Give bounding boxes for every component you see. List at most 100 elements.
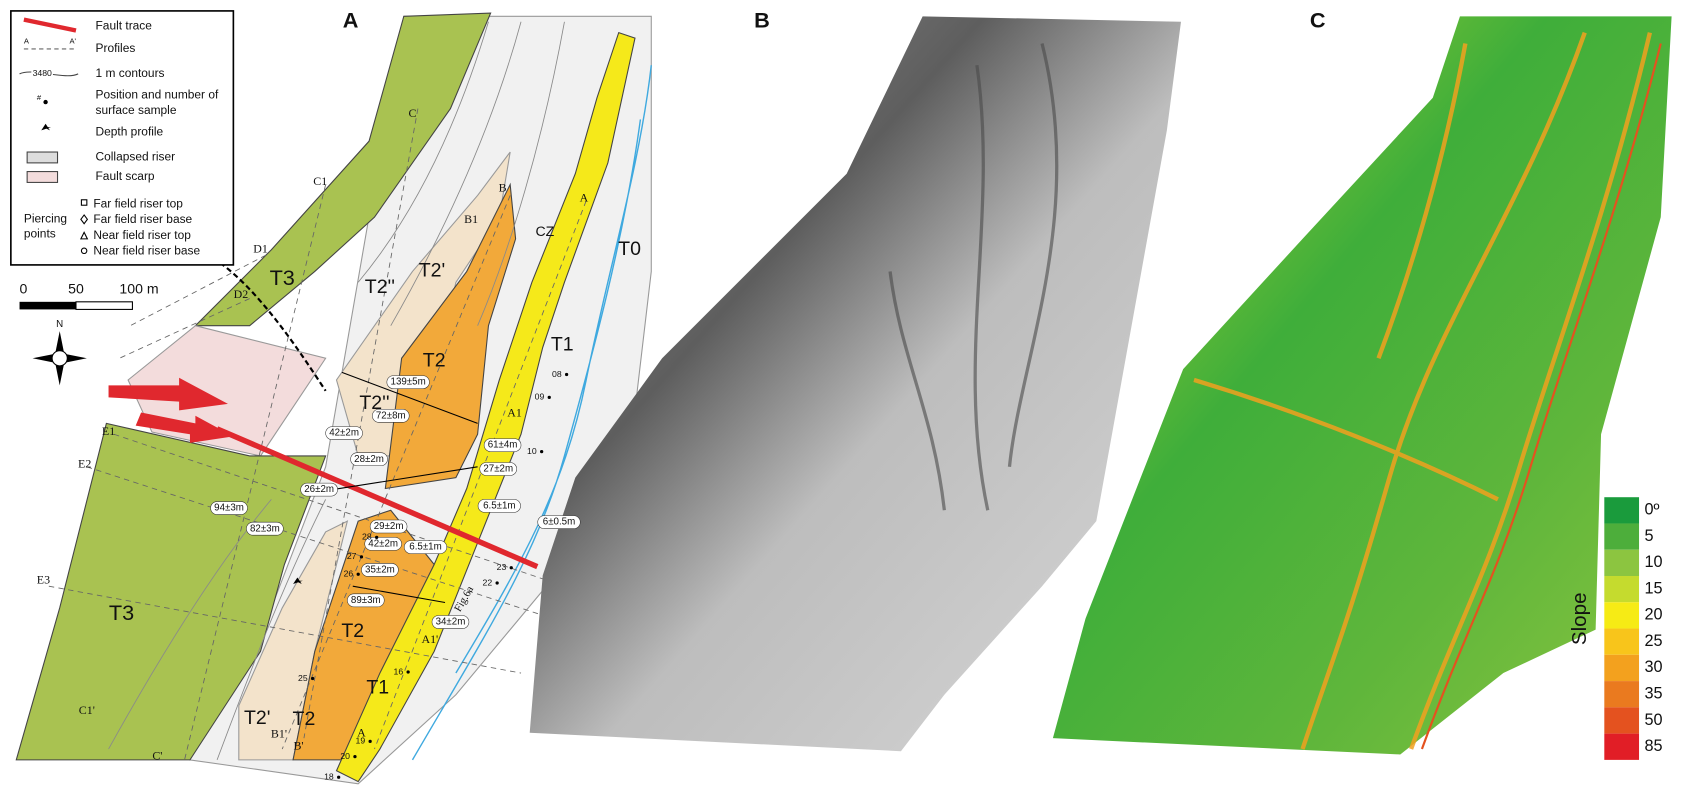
sample-number: 27	[347, 551, 357, 561]
sample-point	[540, 450, 543, 453]
terrace-label: T3	[109, 600, 134, 625]
terrace-label: T2	[423, 350, 446, 372]
sample-point	[548, 396, 551, 399]
sample-point	[510, 566, 513, 569]
measurement: 6.5±1m	[409, 542, 441, 553]
scale-white	[76, 302, 132, 310]
sample-number: 16	[394, 666, 404, 676]
colorbar-swatch	[1604, 497, 1639, 523]
scale-label: 100 m	[119, 281, 158, 297]
sample-number: 26	[344, 569, 354, 579]
measurement: 82±3m	[250, 523, 280, 534]
profile-label: E1	[102, 424, 115, 438]
profile-label: B1	[464, 212, 478, 226]
legend-scarp	[27, 172, 57, 183]
colorbar-label: 0º	[1644, 501, 1659, 519]
measurement: 34±2m	[436, 617, 466, 628]
colorbar-label: 5	[1644, 527, 1653, 545]
sample-point	[357, 573, 360, 576]
terrace-label: T2'	[244, 707, 271, 729]
profile-label: C	[408, 106, 416, 120]
terrace-label: T2	[341, 620, 364, 642]
colorbar-label: 15	[1644, 579, 1662, 597]
terrace-label: T3	[270, 265, 295, 290]
legend-label: Collapsed riser	[96, 150, 176, 164]
terrace-label: T2'	[419, 260, 446, 282]
colorbar-label: 10	[1644, 553, 1662, 571]
colorbar-label: 35	[1644, 685, 1662, 703]
scale-label: 50	[68, 281, 84, 297]
sample-point	[565, 373, 568, 376]
sample-number: 10	[527, 446, 537, 456]
colorbar-swatch	[1604, 655, 1639, 681]
profile-label: E3	[37, 573, 50, 587]
sample-point	[337, 776, 340, 779]
sample-number: 09	[535, 392, 545, 402]
measurement: 72±8m	[376, 410, 406, 421]
colorbar-title: Slope	[1568, 592, 1591, 645]
profile-label: C1'	[79, 703, 95, 717]
scale-black	[20, 302, 76, 310]
sample-number: 23	[497, 562, 507, 572]
legend-label: Profiles	[96, 41, 136, 55]
panel-label: C	[1310, 8, 1326, 33]
legend-label: Depth profile	[96, 125, 164, 139]
sample-point	[407, 670, 410, 673]
profile-label: A1	[507, 405, 522, 419]
sample-number: 28	[362, 532, 372, 542]
colorbar-swatch	[1604, 681, 1639, 707]
colorbar-label: 25	[1644, 632, 1662, 650]
sample-number: 25	[298, 673, 308, 683]
terrace-label: T2''	[365, 276, 395, 298]
measurement: 29±2m	[374, 521, 404, 532]
measurement: 35±2m	[365, 565, 395, 576]
colorbar-label: 20	[1644, 606, 1662, 624]
legend-sample	[43, 100, 47, 104]
measurement: 42±2m	[368, 538, 398, 549]
profile-label: B'	[293, 739, 303, 753]
sample-point	[360, 555, 363, 558]
terrace-label: T1	[551, 333, 574, 355]
sample-point	[375, 536, 378, 539]
page: 0º51015202530355085Slope ABCFault traceP…	[0, 0, 1702, 786]
profile-label: D1	[253, 241, 268, 255]
colorbar-swatch	[1604, 576, 1639, 602]
terrace-label: T1	[366, 676, 389, 698]
colorbar-swatch	[1604, 602, 1639, 628]
legend-label: Far field riser base	[93, 212, 192, 226]
legend-label: 1 m contours	[96, 66, 165, 80]
legend-label: Near field riser top	[93, 228, 191, 242]
sample-point	[496, 581, 499, 584]
north-label: N	[56, 319, 63, 330]
sample-number: 20	[340, 751, 350, 761]
terrace-label: T0	[618, 238, 641, 260]
legend-symbol: 3480	[33, 68, 52, 78]
measurement: 28±2m	[354, 454, 384, 465]
profile-label: E2	[78, 456, 91, 470]
profile-label: A	[580, 190, 589, 204]
legend-label: Fault trace	[96, 18, 153, 32]
measurement: 27±2m	[483, 464, 513, 475]
profile-label: B1'	[271, 727, 287, 741]
legend-label: Near field riser base	[93, 244, 200, 258]
sample-number: 18	[324, 772, 334, 782]
colorbar-label: 50	[1644, 711, 1662, 729]
measurement: 89±3m	[351, 595, 381, 606]
sample-number: 22	[483, 577, 493, 587]
measurement: 42±2m	[329, 428, 359, 439]
colorbar-swatch	[1604, 629, 1639, 655]
legend-collapsed	[27, 152, 57, 163]
colorbar-swatch	[1604, 550, 1639, 576]
colorbar-label: 85	[1644, 737, 1662, 755]
legend-symbol: A'	[69, 36, 76, 45]
legend-label: Fault scarp	[96, 169, 155, 183]
sample-number: 08	[552, 369, 562, 379]
measurement: 26±2m	[304, 484, 334, 495]
sample-point	[353, 755, 356, 758]
measurement: 94±3m	[214, 503, 244, 514]
terrace-label: T2	[293, 708, 316, 730]
sample-point	[311, 677, 314, 680]
profile-label: C'	[152, 748, 162, 762]
sample-number: 19	[356, 736, 366, 746]
panel-label: B	[754, 8, 770, 33]
